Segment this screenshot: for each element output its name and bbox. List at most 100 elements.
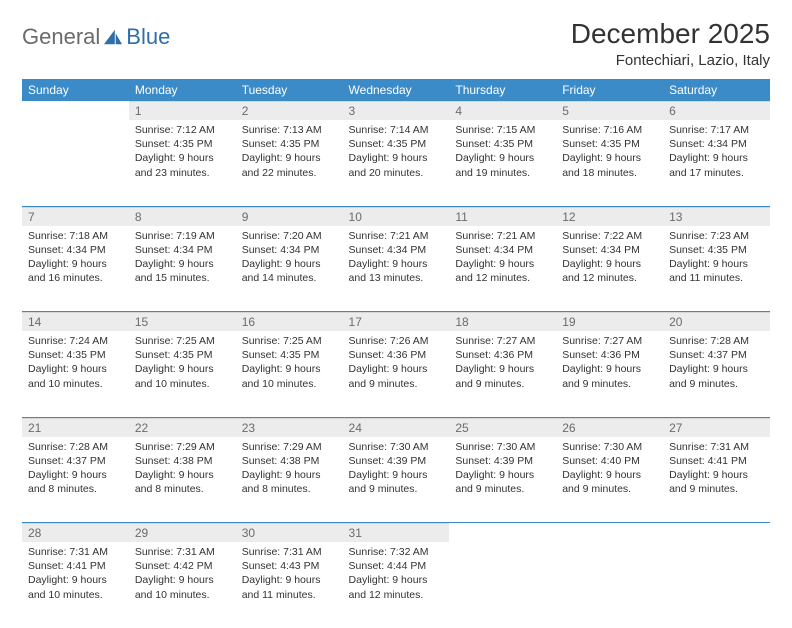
sunset-text: Sunset: 4:37 PM	[669, 348, 764, 362]
sunset-text: Sunset: 4:38 PM	[242, 454, 337, 468]
sunrise-text: Sunrise: 7:20 AM	[242, 229, 337, 243]
day-cell: Sunrise: 7:18 AMSunset: 4:34 PMDaylight:…	[22, 226, 129, 312]
sunrise-text: Sunrise: 7:31 AM	[669, 440, 764, 454]
day-number: 19	[556, 312, 663, 331]
sunrise-text: Sunrise: 7:31 AM	[28, 545, 123, 559]
day-cell: Sunrise: 7:27 AMSunset: 4:36 PMDaylight:…	[449, 331, 556, 417]
sunrise-text: Sunrise: 7:21 AM	[455, 229, 550, 243]
sunset-text: Sunset: 4:34 PM	[135, 243, 230, 257]
day-cell: Sunrise: 7:30 AMSunset: 4:39 PMDaylight:…	[343, 437, 450, 523]
daylight-text: Daylight: 9 hours and 10 minutes.	[135, 362, 230, 390]
logo: General Blue	[22, 18, 170, 50]
sunset-text: Sunset: 4:35 PM	[669, 243, 764, 257]
day-cell: Sunrise: 7:32 AMSunset: 4:44 PMDaylight:…	[343, 542, 450, 628]
sunrise-text: Sunrise: 7:27 AM	[455, 334, 550, 348]
sunrise-text: Sunrise: 7:22 AM	[562, 229, 657, 243]
day-cell	[22, 120, 129, 206]
sunset-text: Sunset: 4:36 PM	[455, 348, 550, 362]
sunrise-text: Sunrise: 7:12 AM	[135, 123, 230, 137]
sunset-text: Sunset: 4:35 PM	[135, 137, 230, 151]
day-number: 23	[236, 418, 343, 437]
daylight-text: Daylight: 9 hours and 15 minutes.	[135, 257, 230, 285]
sunrise-text: Sunrise: 7:15 AM	[455, 123, 550, 137]
sunrise-text: Sunrise: 7:31 AM	[242, 545, 337, 559]
daylight-text: Daylight: 9 hours and 11 minutes.	[242, 573, 337, 601]
daylight-text: Daylight: 9 hours and 20 minutes.	[349, 151, 444, 179]
day-number: 2	[236, 101, 343, 120]
daylight-text: Daylight: 9 hours and 17 minutes.	[669, 151, 764, 179]
weekday-header: Saturday	[663, 79, 770, 101]
week-row: Sunrise: 7:24 AMSunset: 4:35 PMDaylight:…	[22, 331, 770, 417]
logo-text-blue: Blue	[126, 24, 170, 50]
sunrise-text: Sunrise: 7:24 AM	[28, 334, 123, 348]
sunrise-text: Sunrise: 7:25 AM	[242, 334, 337, 348]
daylight-text: Daylight: 9 hours and 10 minutes.	[28, 362, 123, 390]
daylight-text: Daylight: 9 hours and 9 minutes.	[669, 468, 764, 496]
daylight-text: Daylight: 9 hours and 13 minutes.	[349, 257, 444, 285]
day-number: 3	[343, 101, 450, 120]
daylight-text: Daylight: 9 hours and 9 minutes.	[562, 362, 657, 390]
sunrise-text: Sunrise: 7:16 AM	[562, 123, 657, 137]
sunrise-text: Sunrise: 7:19 AM	[135, 229, 230, 243]
day-cell: Sunrise: 7:22 AMSunset: 4:34 PMDaylight:…	[556, 226, 663, 312]
day-cell: Sunrise: 7:26 AMSunset: 4:36 PMDaylight:…	[343, 331, 450, 417]
day-cell: Sunrise: 7:24 AMSunset: 4:35 PMDaylight:…	[22, 331, 129, 417]
day-number: 30	[236, 523, 343, 542]
weekday-header: Thursday	[449, 79, 556, 101]
sunset-text: Sunset: 4:36 PM	[562, 348, 657, 362]
day-cell: Sunrise: 7:28 AMSunset: 4:37 PMDaylight:…	[22, 437, 129, 523]
sunset-text: Sunset: 4:36 PM	[349, 348, 444, 362]
day-cell: Sunrise: 7:29 AMSunset: 4:38 PMDaylight:…	[129, 437, 236, 523]
day-number: 10	[343, 207, 450, 226]
day-number: 26	[556, 418, 663, 437]
day-cell: Sunrise: 7:27 AMSunset: 4:36 PMDaylight:…	[556, 331, 663, 417]
day-number: 15	[129, 312, 236, 331]
sunrise-text: Sunrise: 7:29 AM	[135, 440, 230, 454]
day-number: 31	[343, 523, 450, 542]
day-cell: Sunrise: 7:30 AMSunset: 4:39 PMDaylight:…	[449, 437, 556, 523]
sunset-text: Sunset: 4:34 PM	[349, 243, 444, 257]
daynum-row: 21222324252627	[22, 417, 770, 437]
sunset-text: Sunset: 4:34 PM	[562, 243, 657, 257]
day-number: 1	[129, 101, 236, 120]
daylight-text: Daylight: 9 hours and 9 minutes.	[455, 362, 550, 390]
day-cell: Sunrise: 7:21 AMSunset: 4:34 PMDaylight:…	[343, 226, 450, 312]
day-cell: Sunrise: 7:31 AMSunset: 4:41 PMDaylight:…	[663, 437, 770, 523]
day-number: 17	[343, 312, 450, 331]
week-row: Sunrise: 7:31 AMSunset: 4:41 PMDaylight:…	[22, 542, 770, 628]
daylight-text: Daylight: 9 hours and 18 minutes.	[562, 151, 657, 179]
sunrise-text: Sunrise: 7:25 AM	[135, 334, 230, 348]
sunset-text: Sunset: 4:34 PM	[455, 243, 550, 257]
daylight-text: Daylight: 9 hours and 12 minutes.	[562, 257, 657, 285]
day-number	[449, 523, 556, 527]
day-number	[22, 101, 129, 105]
sunrise-text: Sunrise: 7:21 AM	[349, 229, 444, 243]
day-cell: Sunrise: 7:30 AMSunset: 4:40 PMDaylight:…	[556, 437, 663, 523]
sunset-text: Sunset: 4:41 PM	[669, 454, 764, 468]
sunrise-text: Sunrise: 7:23 AM	[669, 229, 764, 243]
sunrise-text: Sunrise: 7:30 AM	[349, 440, 444, 454]
daylight-text: Daylight: 9 hours and 8 minutes.	[242, 468, 337, 496]
week-row: Sunrise: 7:18 AMSunset: 4:34 PMDaylight:…	[22, 226, 770, 312]
day-number: 22	[129, 418, 236, 437]
sunset-text: Sunset: 4:34 PM	[28, 243, 123, 257]
sunset-text: Sunset: 4:35 PM	[135, 348, 230, 362]
daylight-text: Daylight: 9 hours and 23 minutes.	[135, 151, 230, 179]
daylight-text: Daylight: 9 hours and 9 minutes.	[669, 362, 764, 390]
day-cell: Sunrise: 7:13 AMSunset: 4:35 PMDaylight:…	[236, 120, 343, 206]
day-cell: Sunrise: 7:31 AMSunset: 4:43 PMDaylight:…	[236, 542, 343, 628]
sunset-text: Sunset: 4:34 PM	[669, 137, 764, 151]
daylight-text: Daylight: 9 hours and 9 minutes.	[349, 362, 444, 390]
day-cell: Sunrise: 7:31 AMSunset: 4:41 PMDaylight:…	[22, 542, 129, 628]
daylight-text: Daylight: 9 hours and 19 minutes.	[455, 151, 550, 179]
sunset-text: Sunset: 4:39 PM	[349, 454, 444, 468]
sunset-text: Sunset: 4:41 PM	[28, 559, 123, 573]
weekday-header: Monday	[129, 79, 236, 101]
weekday-header: Sunday	[22, 79, 129, 101]
logo-text-general: General	[22, 24, 100, 50]
daynum-row: 28293031	[22, 523, 770, 543]
sunrise-text: Sunrise: 7:28 AM	[669, 334, 764, 348]
sunset-text: Sunset: 4:35 PM	[28, 348, 123, 362]
sunset-text: Sunset: 4:40 PM	[562, 454, 657, 468]
day-cell: Sunrise: 7:17 AMSunset: 4:34 PMDaylight:…	[663, 120, 770, 206]
